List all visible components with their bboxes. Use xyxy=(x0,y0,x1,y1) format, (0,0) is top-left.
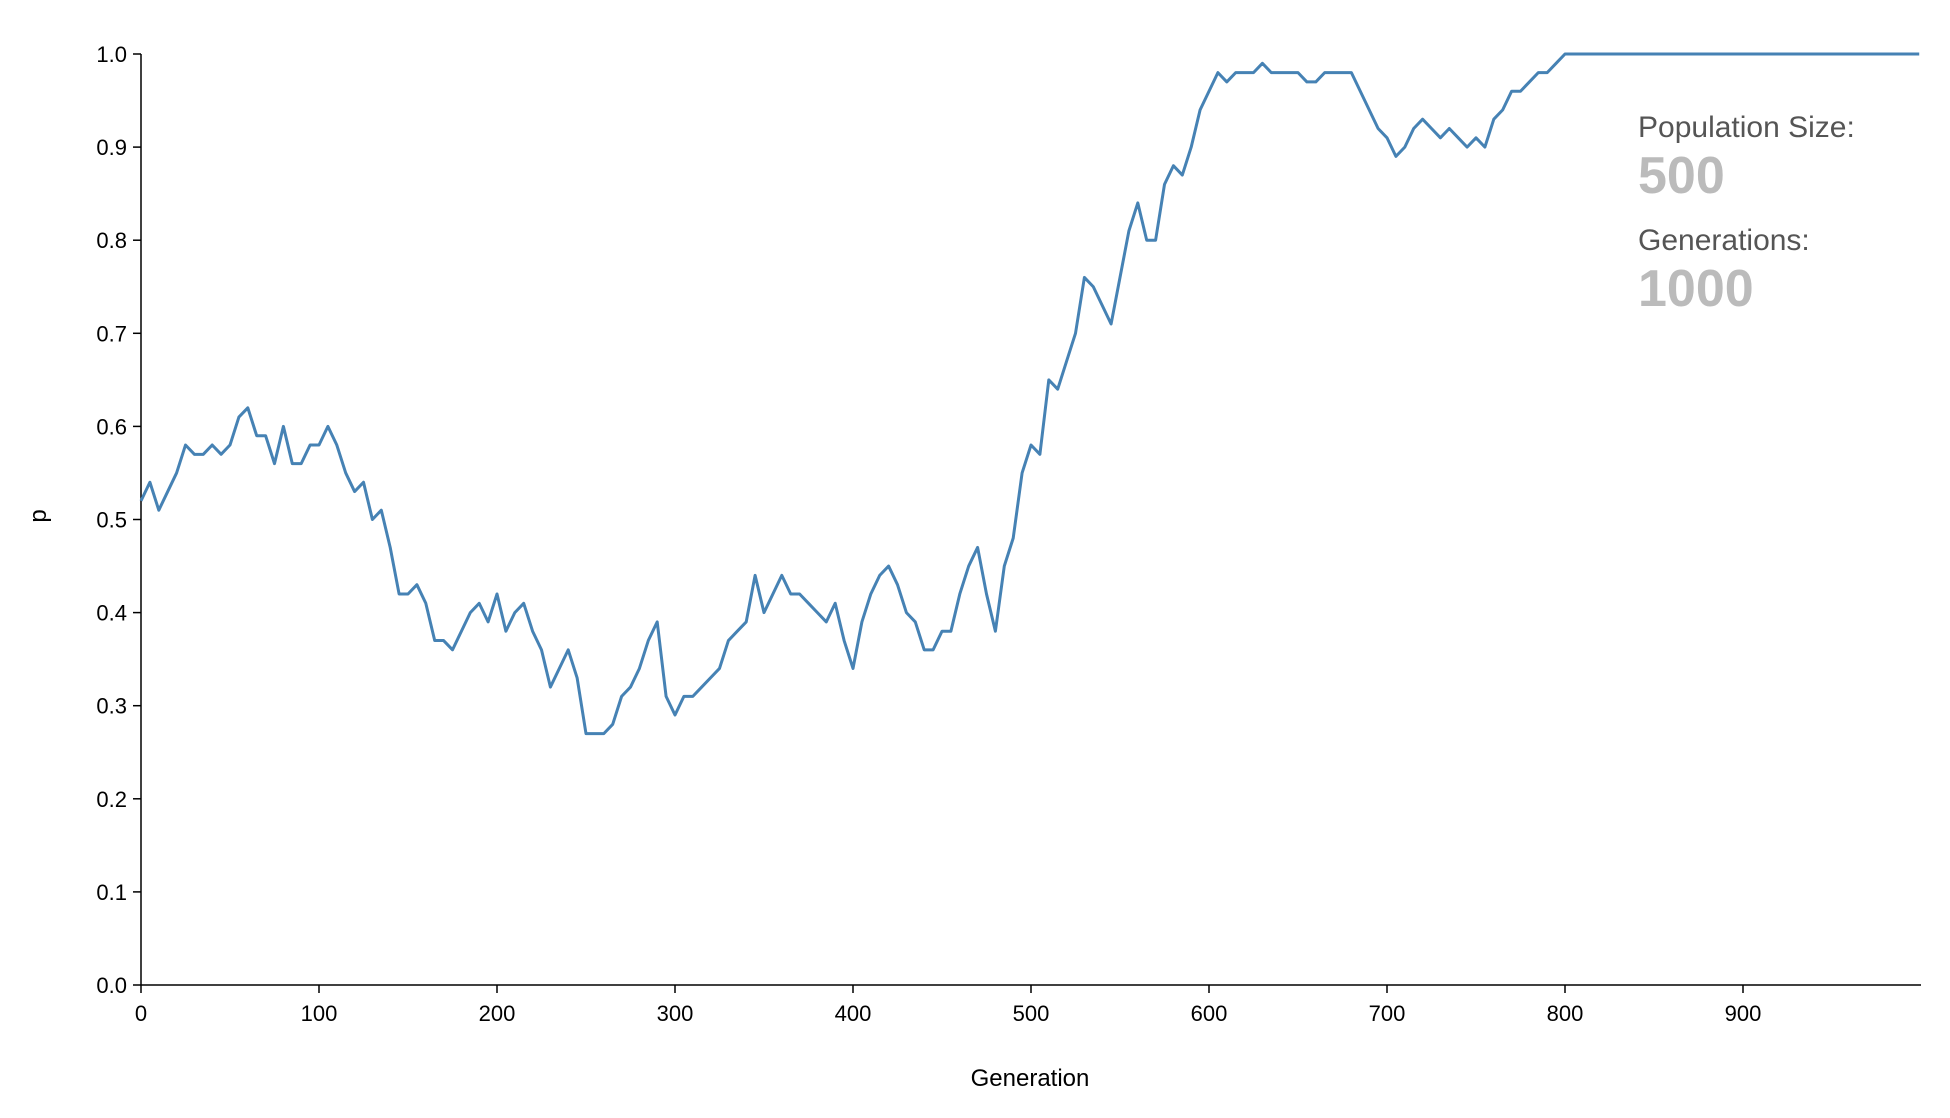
y-tick-label: 0.6 xyxy=(96,414,127,439)
y-tick-label: 0.2 xyxy=(96,787,127,812)
x-tick-label: 900 xyxy=(1725,1001,1762,1026)
y-tick-label: 1.0 xyxy=(96,42,127,67)
x-tick-label: 400 xyxy=(835,1001,872,1026)
x-tick-label: 500 xyxy=(1013,1001,1050,1026)
x-tick-label: 300 xyxy=(657,1001,694,1026)
y-tick-label: 0.1 xyxy=(96,880,127,905)
y-tick-label: 0.0 xyxy=(96,973,127,998)
y-tick-label: 0.7 xyxy=(96,321,127,346)
x-tick-label: 700 xyxy=(1369,1001,1406,1026)
x-tick-label: 100 xyxy=(301,1001,338,1026)
y-tick-label: 0.9 xyxy=(96,135,127,160)
line xyxy=(139,52,1920,736)
x-tick-label: 600 xyxy=(1191,1001,1228,1026)
x-tick-label: 200 xyxy=(479,1001,516,1026)
annotation-value: 1000 xyxy=(1638,260,1754,318)
annotation-label: Generations: xyxy=(1638,224,1810,257)
annotation-value: 500 xyxy=(1638,147,1725,205)
x-axis-label: Generation xyxy=(971,1065,1090,1092)
x-tick-label: 0 xyxy=(135,1001,147,1026)
y-tick-label: 0.3 xyxy=(96,694,127,719)
y-tick-label: 0.4 xyxy=(96,601,127,626)
y-axis-label: p xyxy=(25,509,52,522)
y-tick-label: 0.8 xyxy=(96,228,127,253)
y-tick-label: 0.5 xyxy=(96,508,127,533)
x-tick-label: 800 xyxy=(1547,1001,1584,1026)
annotation-label: Population Size: xyxy=(1638,111,1855,144)
